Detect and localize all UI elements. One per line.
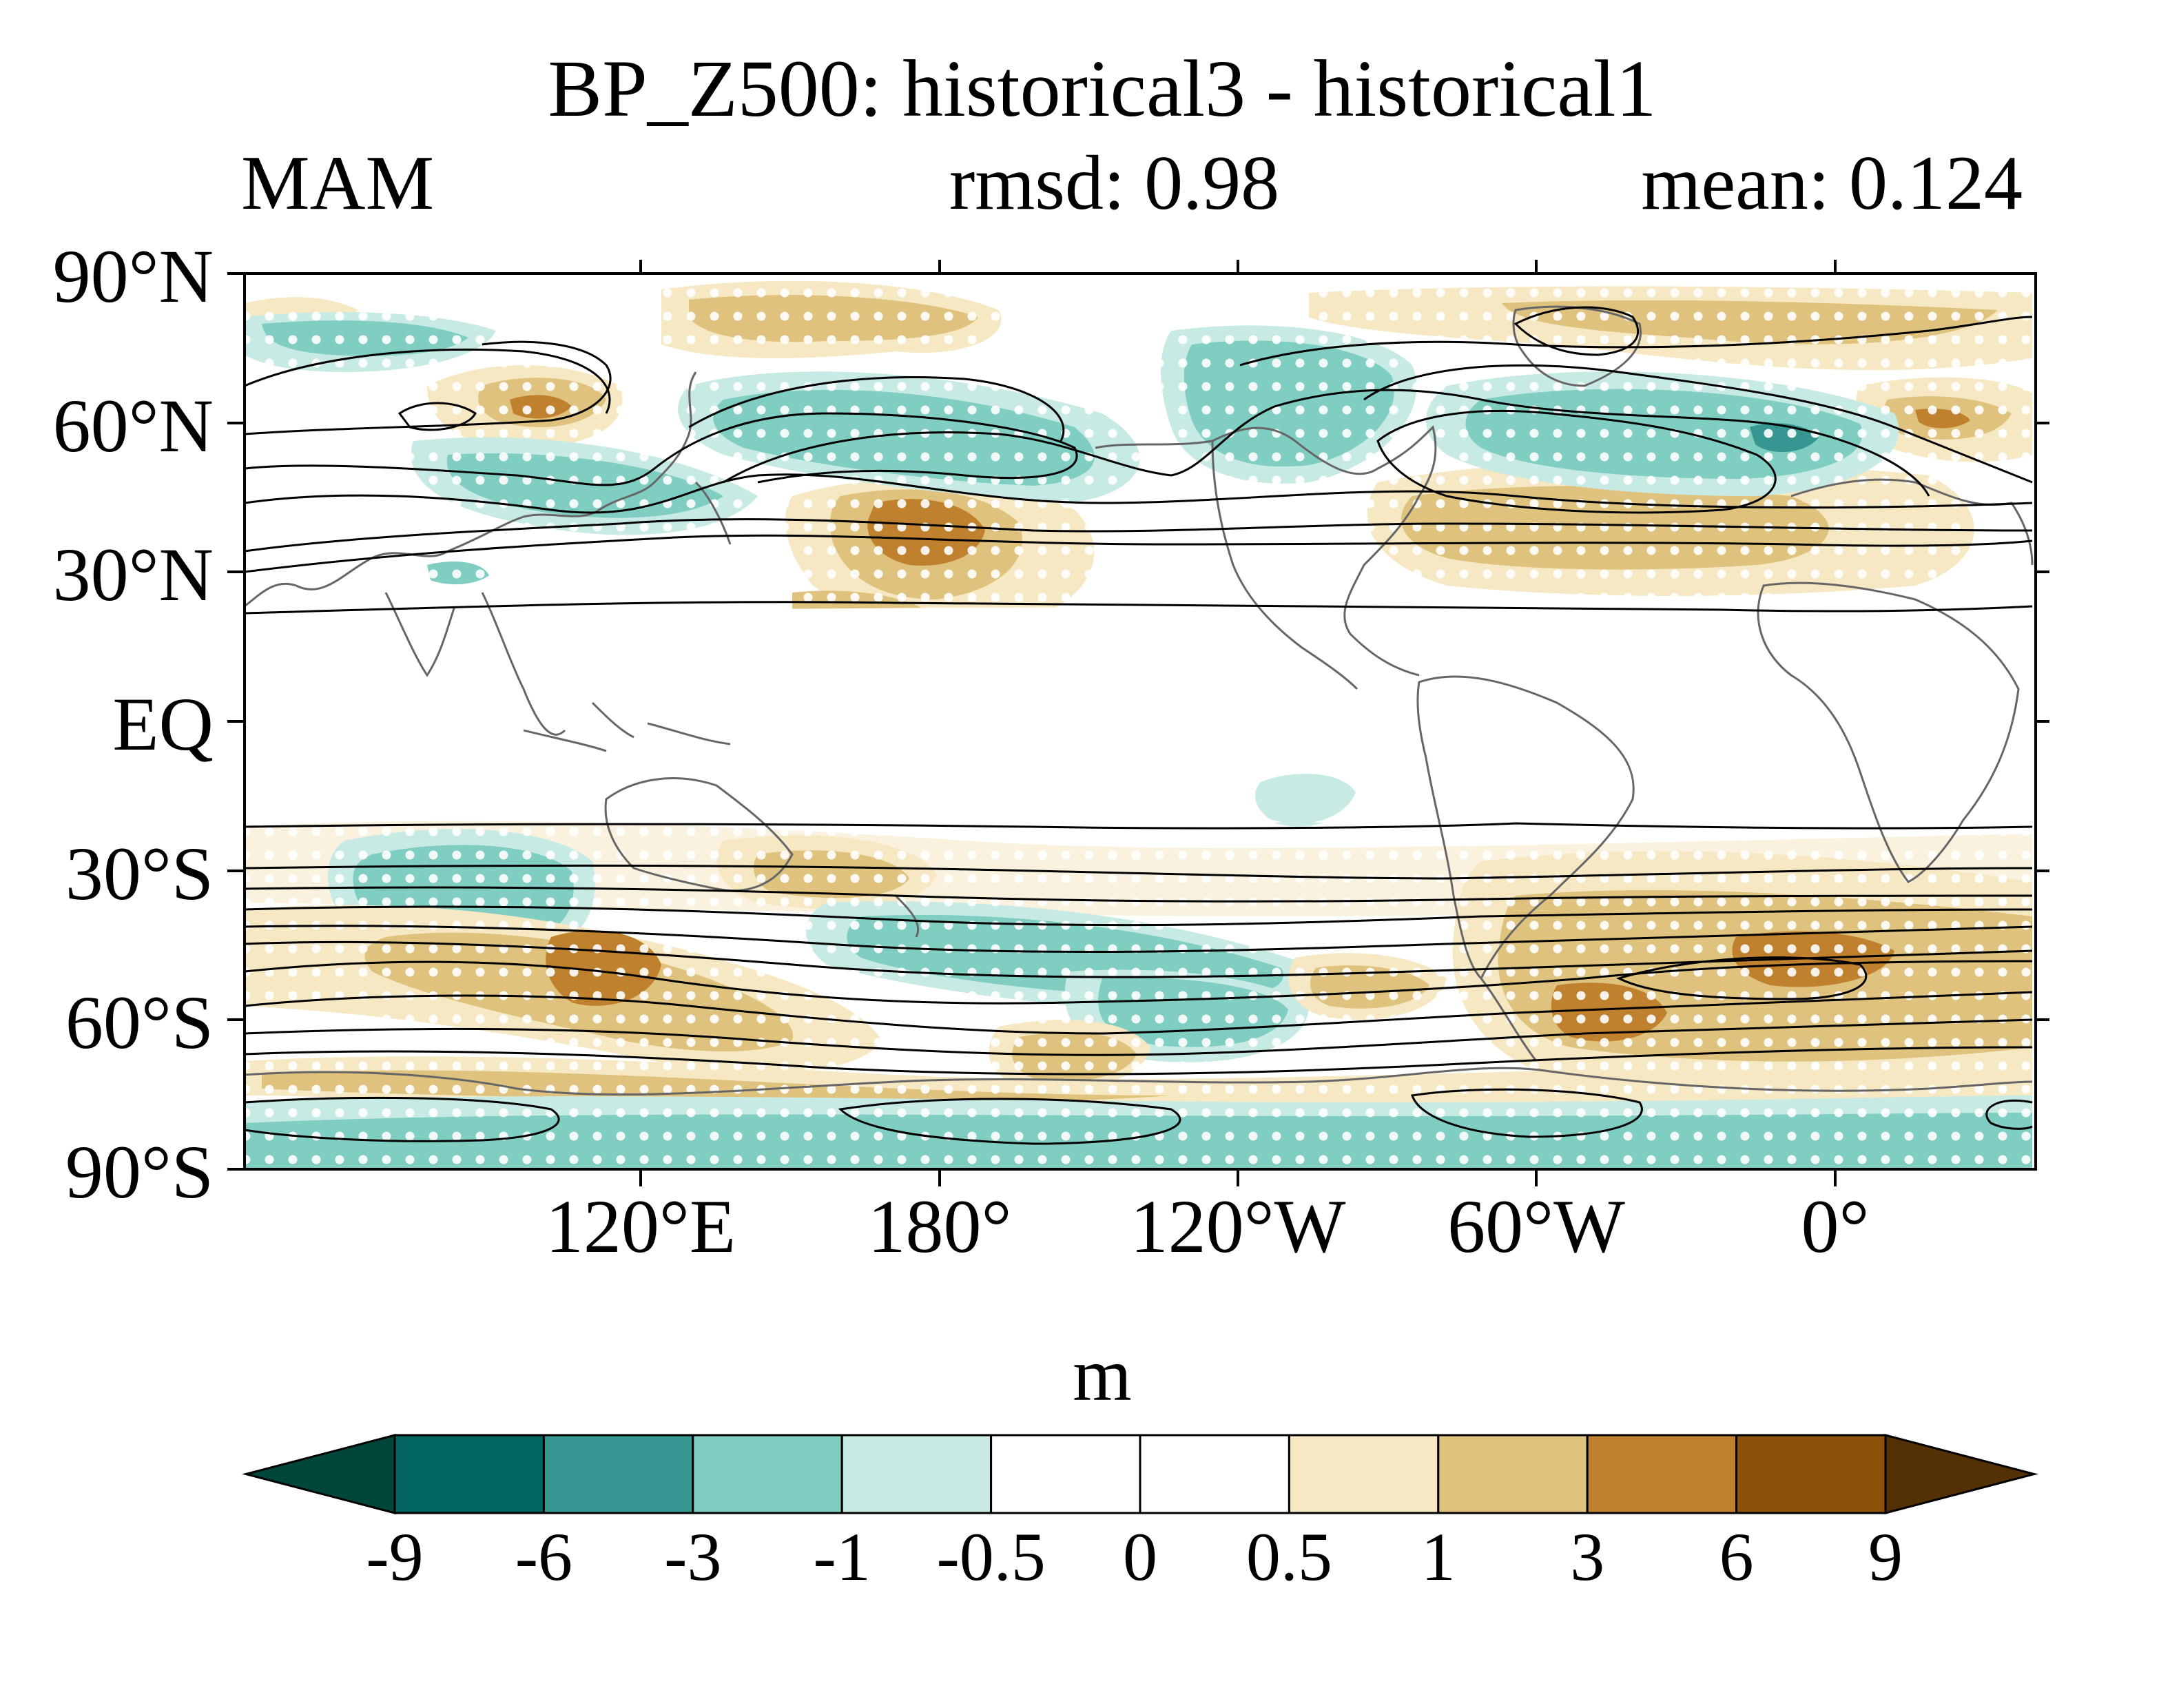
colorbar-box — [1437, 1434, 1589, 1514]
colorbar-box — [1288, 1434, 1440, 1514]
lon-label-180: 180° — [867, 1184, 1012, 1268]
colorbar-tick-label: 3 — [1570, 1519, 1605, 1595]
colorbar-extend-low — [242, 1434, 396, 1514]
figure-title: BP_Z500: historical3 - historical1 — [548, 43, 1657, 134]
colorbar-box — [542, 1434, 694, 1514]
colorbar-box — [990, 1434, 1141, 1514]
axis-ticks — [227, 260, 2049, 1186]
lon-label-60w: 60°W — [1447, 1184, 1625, 1268]
lon-label-120e: 120°E — [545, 1184, 736, 1268]
colorbar-tick-label: 0.5 — [1246, 1519, 1332, 1595]
colorbar-tick-label: -0.5 — [936, 1519, 1046, 1595]
colorbar-box — [692, 1434, 843, 1514]
lon-label-0: 0° — [1801, 1184, 1870, 1268]
lat-label-60n: 60°N — [52, 384, 214, 468]
colorbar-units: m — [1073, 1333, 1132, 1417]
lat-label-60s: 60°S — [65, 980, 214, 1064]
colorbar-tick-label: -1 — [813, 1519, 871, 1595]
coastlines — [245, 305, 2034, 1096]
colorbar-box — [1735, 1434, 1887, 1514]
colorbar-tick-label: 0 — [1123, 1519, 1157, 1595]
colorbar-tick-label: 9 — [1868, 1519, 1903, 1595]
lat-label-90n: 90°N — [52, 234, 214, 318]
colorbar-box — [1586, 1434, 1738, 1514]
colorbar-tick-label: -9 — [366, 1519, 424, 1595]
lon-label-120w: 120°W — [1130, 1184, 1346, 1268]
colorbar-box — [1139, 1434, 1290, 1514]
colorbar-tick-label: 1 — [1420, 1519, 1456, 1595]
lat-label-90s: 90°S — [65, 1130, 214, 1214]
colorbar-box — [840, 1434, 993, 1514]
rmsd-label: rmsd: 0.98 — [949, 141, 1280, 226]
colorbar-box — [393, 1434, 545, 1514]
mean-label: mean: 0.124 — [1641, 141, 2023, 226]
lat-label-30s: 30°S — [65, 832, 214, 916]
lat-label-eq: EQ — [112, 682, 214, 766]
season-label: MAM — [241, 141, 435, 226]
climatology-contours — [245, 306, 2033, 1145]
colorbar-tick-label: -3 — [664, 1519, 722, 1595]
colorbar-extend-high — [1884, 1434, 2038, 1514]
colorbar-tick-label: -6 — [515, 1519, 573, 1595]
colorbar-tick-label: 6 — [1719, 1519, 1754, 1595]
lat-label-30n: 30°N — [52, 533, 214, 617]
